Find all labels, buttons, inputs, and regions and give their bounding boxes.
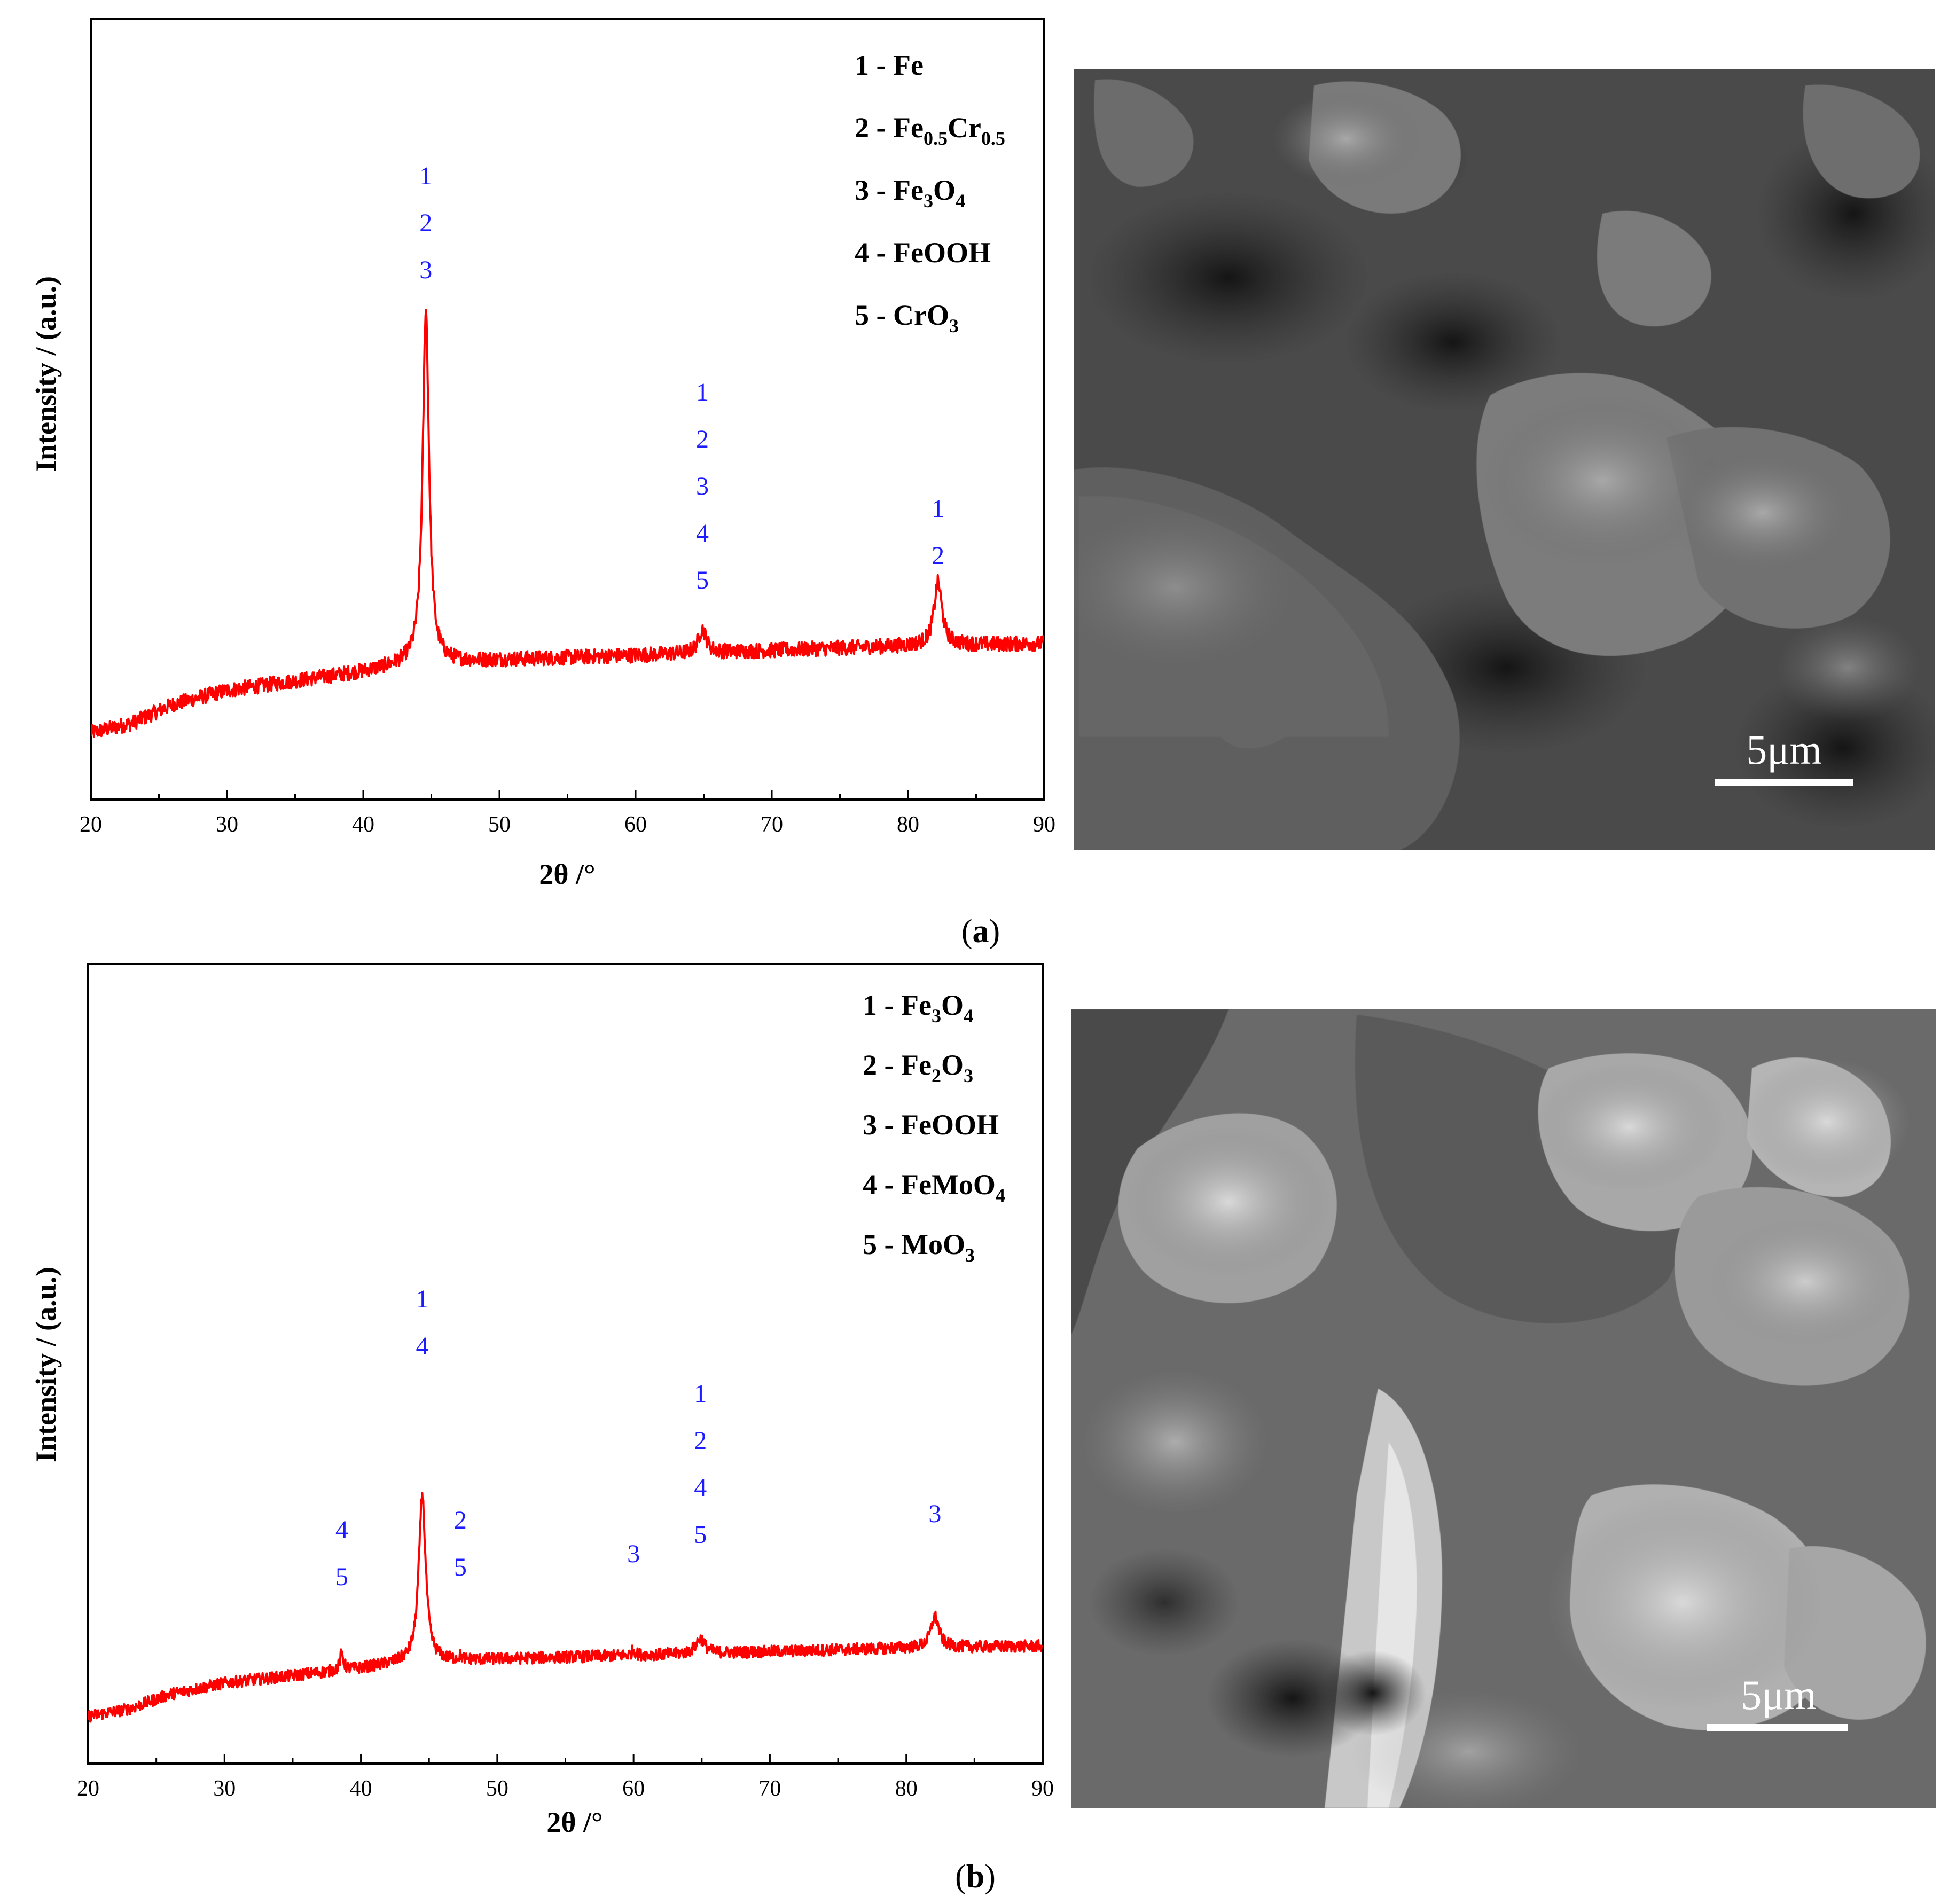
legend-entry: 3 - Fe3​O4​ <box>855 174 965 211</box>
peak-label: 5 <box>696 566 709 594</box>
xrd-chart-b: 20 30 40 50 60 70 80 90 4 5 1 4 2 5 3 1 2 4 5 3 Intensity … <box>30 963 1054 1838</box>
x-axis-label: 2θ /° <box>539 858 595 890</box>
x-tick-label: 60 <box>622 1776 645 1801</box>
sem-image-b: 5μm <box>1071 1009 1936 1808</box>
x-tick-labels: 20 30 40 50 60 70 80 90 <box>77 1776 1054 1801</box>
y-axis-label: Intensity / (a.u.) <box>30 276 62 472</box>
xrd-chart-a: 20 30 40 50 60 70 80 90 1 2 3 1 2 3 4 5 1 2 Intensity / … <box>30 18 1055 890</box>
legend-entry: 4 - FeOOH <box>855 237 991 269</box>
x-tick-label: 40 <box>350 1776 372 1801</box>
legend-entry: 1 - Fe3​O4​ <box>863 989 973 1027</box>
peak-label: 3 <box>419 256 432 284</box>
peak-label: 1 <box>932 495 944 523</box>
x-tick-label: 50 <box>488 812 511 837</box>
x-tick-label: 80 <box>895 1776 918 1801</box>
peak-label: 5 <box>335 1563 348 1591</box>
peak-label: 3 <box>696 472 709 500</box>
y-axis-label: Intensity / (a.u.) <box>30 1267 62 1462</box>
peak-label: 1 <box>696 378 709 406</box>
legend: 1 - Fe 2 - Fe0.5​Cr0.5​ 3 - Fe3​O4​ 4 - FeO… <box>855 49 1005 336</box>
xrd-trace <box>88 1492 1043 1723</box>
legend-entry: 4 - FeMoO4​ <box>863 1169 1005 1206</box>
x-tick-label: 90 <box>1031 1776 1054 1801</box>
sem-image-a: 5μm <box>1074 69 1935 850</box>
peak-annotations: 1 2 3 1 2 3 4 5 1 2 <box>419 162 944 594</box>
peak-label: 2 <box>696 425 709 453</box>
x-tick-label: 70 <box>758 1776 781 1801</box>
x-tick-label: 40 <box>352 812 374 837</box>
scalebar-label: 5μm <box>1746 726 1822 773</box>
scalebar-label: 5μm <box>1741 1672 1817 1718</box>
panel-b: 20 30 40 50 60 70 80 90 4 5 1 4 2 5 3 1 2 4 5 3 Intensity … <box>30 963 1936 1895</box>
peak-label: 3 <box>928 1500 941 1528</box>
x-tick-labels: 20 30 40 50 60 70 80 90 <box>80 812 1055 837</box>
peak-label: 5 <box>454 1553 467 1581</box>
peak-label: 2 <box>419 209 432 237</box>
peak-label: 4 <box>696 519 709 547</box>
x-tick-label: 20 <box>77 1776 99 1801</box>
x-tick-label: 80 <box>897 812 919 837</box>
x-axis-ticks <box>90 790 1045 800</box>
x-tick-label: 90 <box>1033 812 1055 837</box>
scalebar <box>1715 779 1853 786</box>
peak-label: 2 <box>454 1506 467 1534</box>
x-tick-label: 60 <box>624 812 647 837</box>
xrd-trace <box>91 309 1044 738</box>
scalebar <box>1707 1724 1848 1731</box>
peak-label: 3 <box>627 1540 640 1568</box>
peak-label: 4 <box>416 1332 428 1360</box>
panel-caption-a: (a) <box>961 913 1000 950</box>
panel-a: 20 30 40 50 60 70 80 90 1 2 3 1 2 3 4 5 1 2 Intensity / … <box>30 18 1935 950</box>
x-tick-label: 30 <box>213 1776 236 1801</box>
peak-label: 1 <box>419 162 432 190</box>
legend-entry: 3 - FeOOH <box>863 1109 999 1141</box>
legend-entry: 2 - Fe2​O3​ <box>863 1049 973 1086</box>
peak-label: 5 <box>694 1521 707 1549</box>
x-tick-label: 70 <box>761 812 783 837</box>
legend-entry: 1 - Fe <box>855 49 924 81</box>
peak-annotations: 4 5 1 4 2 5 3 1 2 4 5 3 <box>335 1285 941 1591</box>
x-axis-ticks <box>87 1754 1044 1764</box>
x-axis-label: 2θ /° <box>546 1806 603 1838</box>
peak-label: 4 <box>694 1474 707 1502</box>
x-tick-label: 50 <box>486 1776 508 1801</box>
legend-entry: 5 - MoO3​ <box>863 1228 975 1266</box>
legend: 1 - Fe3​O4​ 2 - Fe2​O3​ 3 - FeOOH 4 - FeMoO… <box>863 989 1005 1266</box>
peak-label: 4 <box>335 1516 348 1544</box>
legend-entry: 2 - Fe0.5​Cr0.5​ <box>855 112 1005 149</box>
x-tick-label: 20 <box>80 812 102 837</box>
peak-label: 2 <box>694 1427 707 1455</box>
x-tick-label: 30 <box>216 812 238 837</box>
peak-label: 2 <box>932 542 944 570</box>
panel-caption-b: (b) <box>955 1859 996 1895</box>
peak-label: 1 <box>416 1285 428 1313</box>
peak-label: 1 <box>694 1380 707 1408</box>
legend-entry: 5 - CrO3​ <box>855 299 959 336</box>
